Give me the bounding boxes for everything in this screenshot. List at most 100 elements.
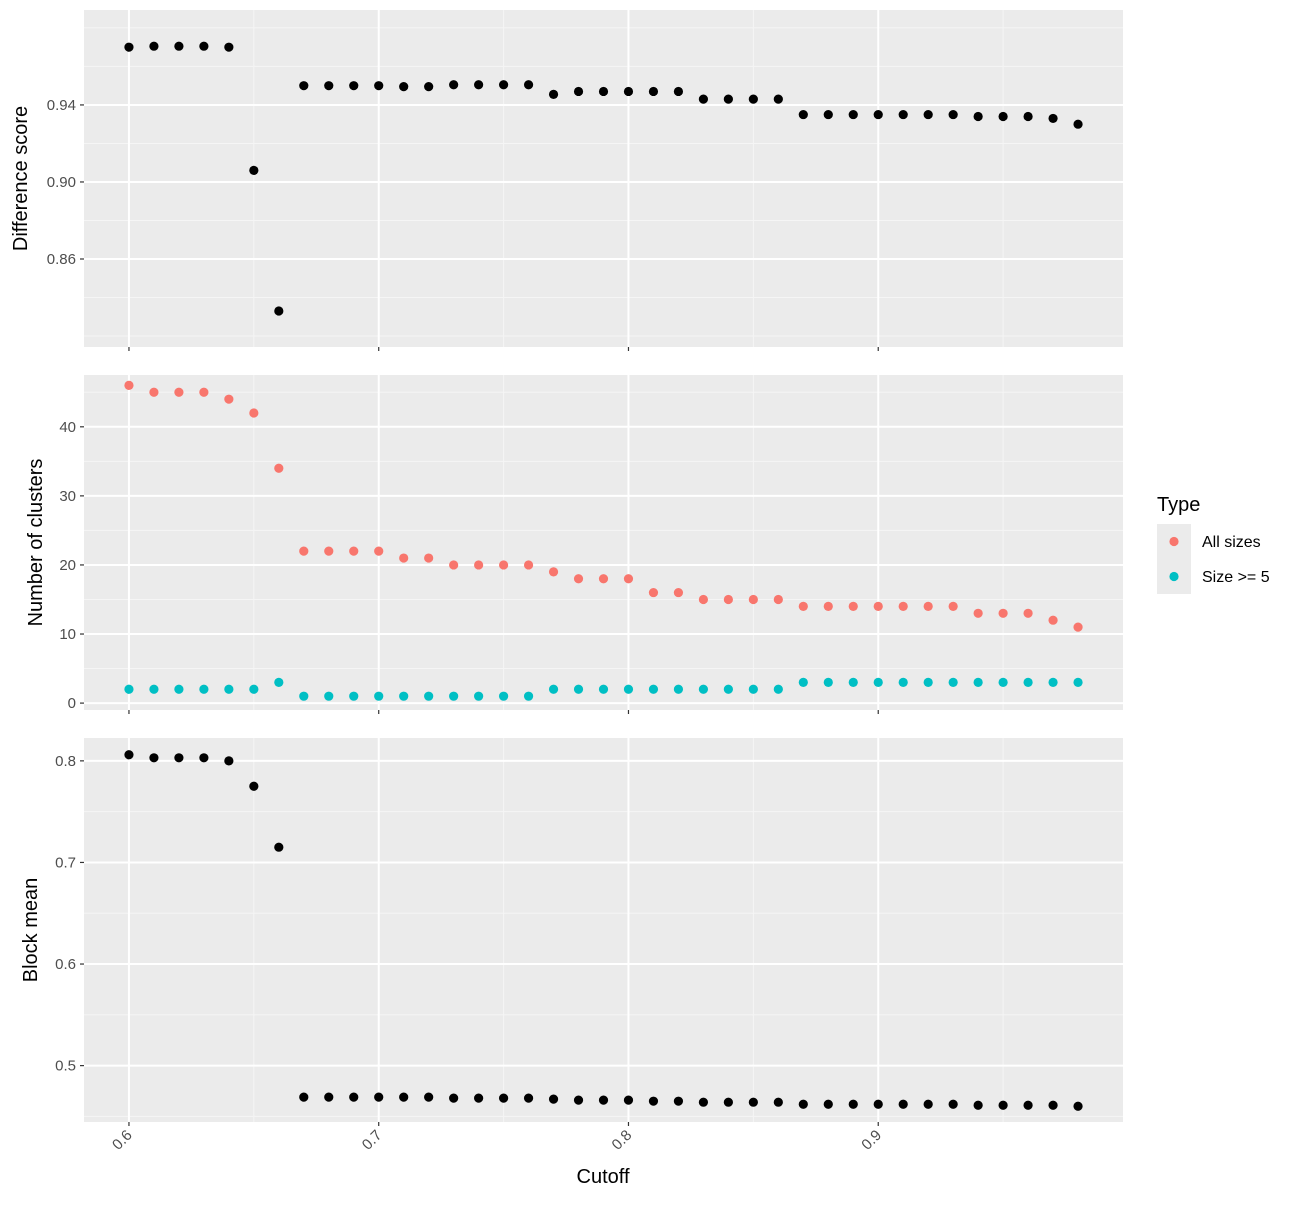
series-block: [124, 750, 1083, 1111]
data-point: [973, 677, 983, 687]
data-point: [174, 387, 184, 397]
x-tick-label: 0.8: [609, 1127, 636, 1154]
data-point: [723, 594, 733, 605]
data-point: [673, 684, 684, 694]
data-point: [174, 753, 184, 763]
data-point: [474, 691, 484, 701]
data-point: [274, 306, 284, 316]
legend: Type All sizes Size >= 5: [1157, 494, 1270, 594]
data-point: [948, 1099, 958, 1109]
data-point: [199, 41, 209, 51]
data-point: [923, 1099, 933, 1109]
data-point: [923, 109, 933, 120]
data-point: [673, 1096, 684, 1106]
data-point: [773, 594, 783, 605]
data-point: [249, 684, 259, 694]
y-axis-title: Difference score: [10, 106, 32, 251]
data-point: [523, 1093, 534, 1103]
series-diff: [124, 41, 1083, 316]
data-point: [399, 553, 409, 563]
data-point: [374, 691, 384, 701]
data-point: [648, 1096, 659, 1106]
data-point: [998, 608, 1008, 618]
data-point: [224, 394, 234, 404]
data-point: [274, 842, 284, 852]
data-point: [898, 109, 908, 120]
data-point: [349, 81, 359, 91]
data-point: [449, 691, 459, 701]
data-point: [798, 1099, 808, 1109]
data-point: [623, 684, 634, 694]
data-point: [848, 601, 858, 611]
data-point: [873, 601, 883, 611]
legend-label-size_ge_5: Size >= 5: [1202, 569, 1270, 586]
legend-title: Type: [1157, 494, 1200, 516]
x-tick-label: 0.6: [109, 1127, 136, 1154]
y-tick-label: 0.5: [55, 1058, 76, 1075]
data-point: [523, 80, 534, 90]
data-point: [1023, 111, 1033, 122]
panel-2: 0 10 20 30 40 Number of clusters: [25, 375, 1123, 714]
data-point: [449, 80, 459, 90]
data-point: [374, 546, 384, 556]
data-point: [673, 86, 684, 97]
data-point: [1048, 677, 1058, 687]
data-point: [648, 587, 659, 598]
data-point: [598, 86, 609, 97]
data-point: [199, 684, 209, 694]
data-point: [573, 684, 584, 694]
data-point: [424, 553, 434, 563]
data-point: [673, 587, 684, 598]
data-point: [449, 1093, 459, 1103]
data-point: [174, 684, 184, 694]
series-size_ge_5: [124, 677, 1083, 701]
data-point: [573, 86, 584, 97]
data-point: [324, 546, 334, 556]
data-point: [424, 1092, 434, 1102]
y-axis-title: Block mean: [20, 878, 42, 983]
data-point: [424, 691, 434, 701]
data-point: [274, 463, 284, 473]
data-point: [573, 1095, 584, 1105]
data-point: [773, 94, 783, 104]
data-point: [898, 677, 908, 687]
data-point: [374, 1092, 384, 1102]
data-point: [224, 756, 234, 766]
data-point: [698, 1097, 709, 1107]
data-point: [399, 691, 409, 701]
data-point: [623, 574, 634, 584]
data-point: [299, 546, 309, 556]
y-tick-label: 0.94: [47, 97, 76, 114]
data-point: [598, 684, 609, 694]
data-point: [823, 677, 833, 687]
data-point: [498, 80, 509, 90]
data-point: [149, 41, 159, 51]
data-point: [199, 753, 209, 763]
data-point: [249, 408, 259, 418]
data-point: [548, 1094, 559, 1104]
data-point: [1048, 113, 1058, 124]
data-point: [474, 80, 484, 90]
data-point: [598, 1095, 609, 1105]
data-point: [848, 109, 858, 120]
data-point: [149, 684, 159, 694]
data-point: [1048, 1100, 1058, 1110]
data-point: [124, 42, 134, 52]
data-point: [873, 109, 883, 120]
data-point: [998, 677, 1008, 687]
data-point: [199, 387, 209, 397]
data-point: [149, 753, 159, 763]
data-point: [873, 677, 883, 687]
data-point: [698, 684, 709, 694]
data-point: [349, 546, 359, 556]
data-point: [823, 1099, 833, 1109]
data-point: [973, 1100, 983, 1110]
data-point: [773, 684, 783, 694]
data-point: [598, 574, 609, 584]
data-point: [349, 691, 359, 701]
data-point: [249, 165, 259, 176]
panel-background: [84, 375, 1123, 710]
data-point: [848, 677, 858, 687]
data-point: [898, 1099, 908, 1109]
